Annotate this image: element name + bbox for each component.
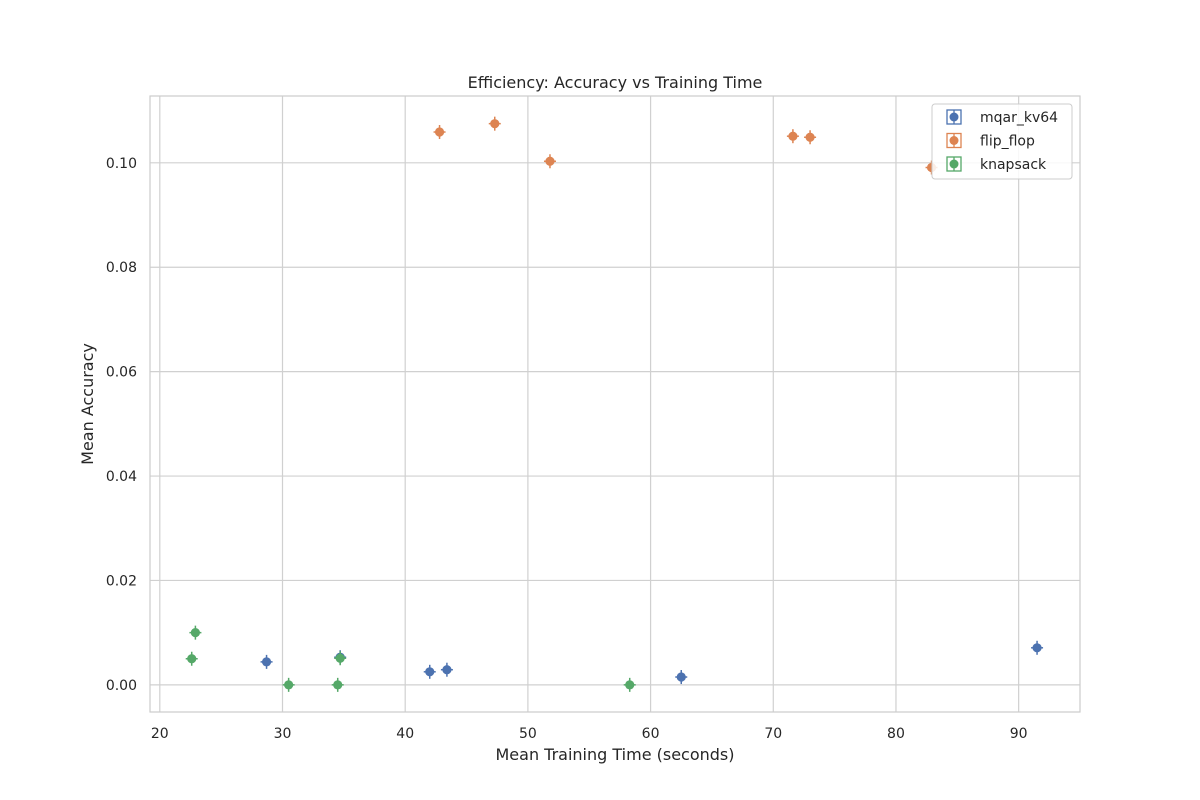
x-tick-label: 30 [274,726,292,742]
marker [788,131,798,141]
marker [805,132,815,142]
y-tick-label: 0.00 [106,678,137,694]
data-point-mqar_kv64 [260,654,273,669]
legend-marker [949,136,959,145]
legend-box [931,103,1073,180]
y-tick-label: 0.02 [106,573,137,589]
marker [676,672,686,682]
legend-item-mqar_kv64: mqar_kv64 [946,109,1058,126]
data-point-flip_flop [543,154,556,169]
data-point-knapsack [185,651,198,666]
y-tick-label: 0.06 [106,365,137,381]
x-axis-title: Mean Training Time (seconds) [495,745,734,764]
data-point-knapsack [334,651,347,666]
x-tick-label: 60 [642,726,660,742]
x-tick-label: 80 [887,726,905,742]
legend-marker [949,112,959,122]
x-tick-label: 90 [1010,726,1028,742]
data-point-flip_flop [804,130,817,145]
y-axis-title: Mean Accuracy [78,343,97,465]
chart-title: Efficiency: Accuracy vs Training Time [468,73,763,92]
data-point-mqar_kv64 [423,664,436,679]
y-tick-label: 0.10 [106,156,137,172]
legend-label: flip_flop [980,134,1035,150]
x-tick-label: 70 [764,726,782,742]
data-point-knapsack [189,625,202,640]
marker [190,628,200,638]
marker [434,127,445,137]
tick-labels: 20 30 40 50 60 70 80 90 0.00 0.02 0.04 0.06 0.08 0.10 [106,156,1028,742]
legend-item-flip_flop: flip_flop [946,132,1035,150]
data-point-knapsack [623,677,636,692]
data-point-flip_flop [786,129,799,144]
data-point-flip_flop [433,125,446,140]
grid [150,96,1080,712]
marker [261,657,272,667]
x-tick-label: 40 [396,726,414,742]
data-point-flip_flop [488,116,501,131]
marker [1032,643,1042,653]
marker [333,680,343,690]
legend-marker [949,159,959,169]
legend-item-knapsack: knapsack [946,156,1047,173]
data-point-mqar_kv64 [440,662,453,677]
x-tick-label: 50 [519,726,537,742]
x-tick-label: 20 [151,726,169,742]
data-point-mqar_kv64 [1031,640,1044,655]
marker [545,156,555,166]
plot-area [150,96,1080,712]
data-point-knapsack [331,677,344,692]
marker [335,653,345,663]
data-point-mqar_kv64 [675,670,688,685]
legend: mqar_kv64 flip_flop knapsack [931,103,1073,180]
legend-label: knapsack [980,157,1047,173]
marker [490,119,500,129]
legend-label: mqar_kv64 [980,110,1058,126]
marker [187,654,197,664]
y-tick-label: 0.08 [106,260,137,276]
marker [625,680,635,690]
plot-frame [149,95,1081,713]
data-point-knapsack [282,677,295,692]
marker [442,665,452,675]
marker [284,680,294,690]
y-tick-label: 0.04 [106,469,137,485]
marker [425,667,435,677]
